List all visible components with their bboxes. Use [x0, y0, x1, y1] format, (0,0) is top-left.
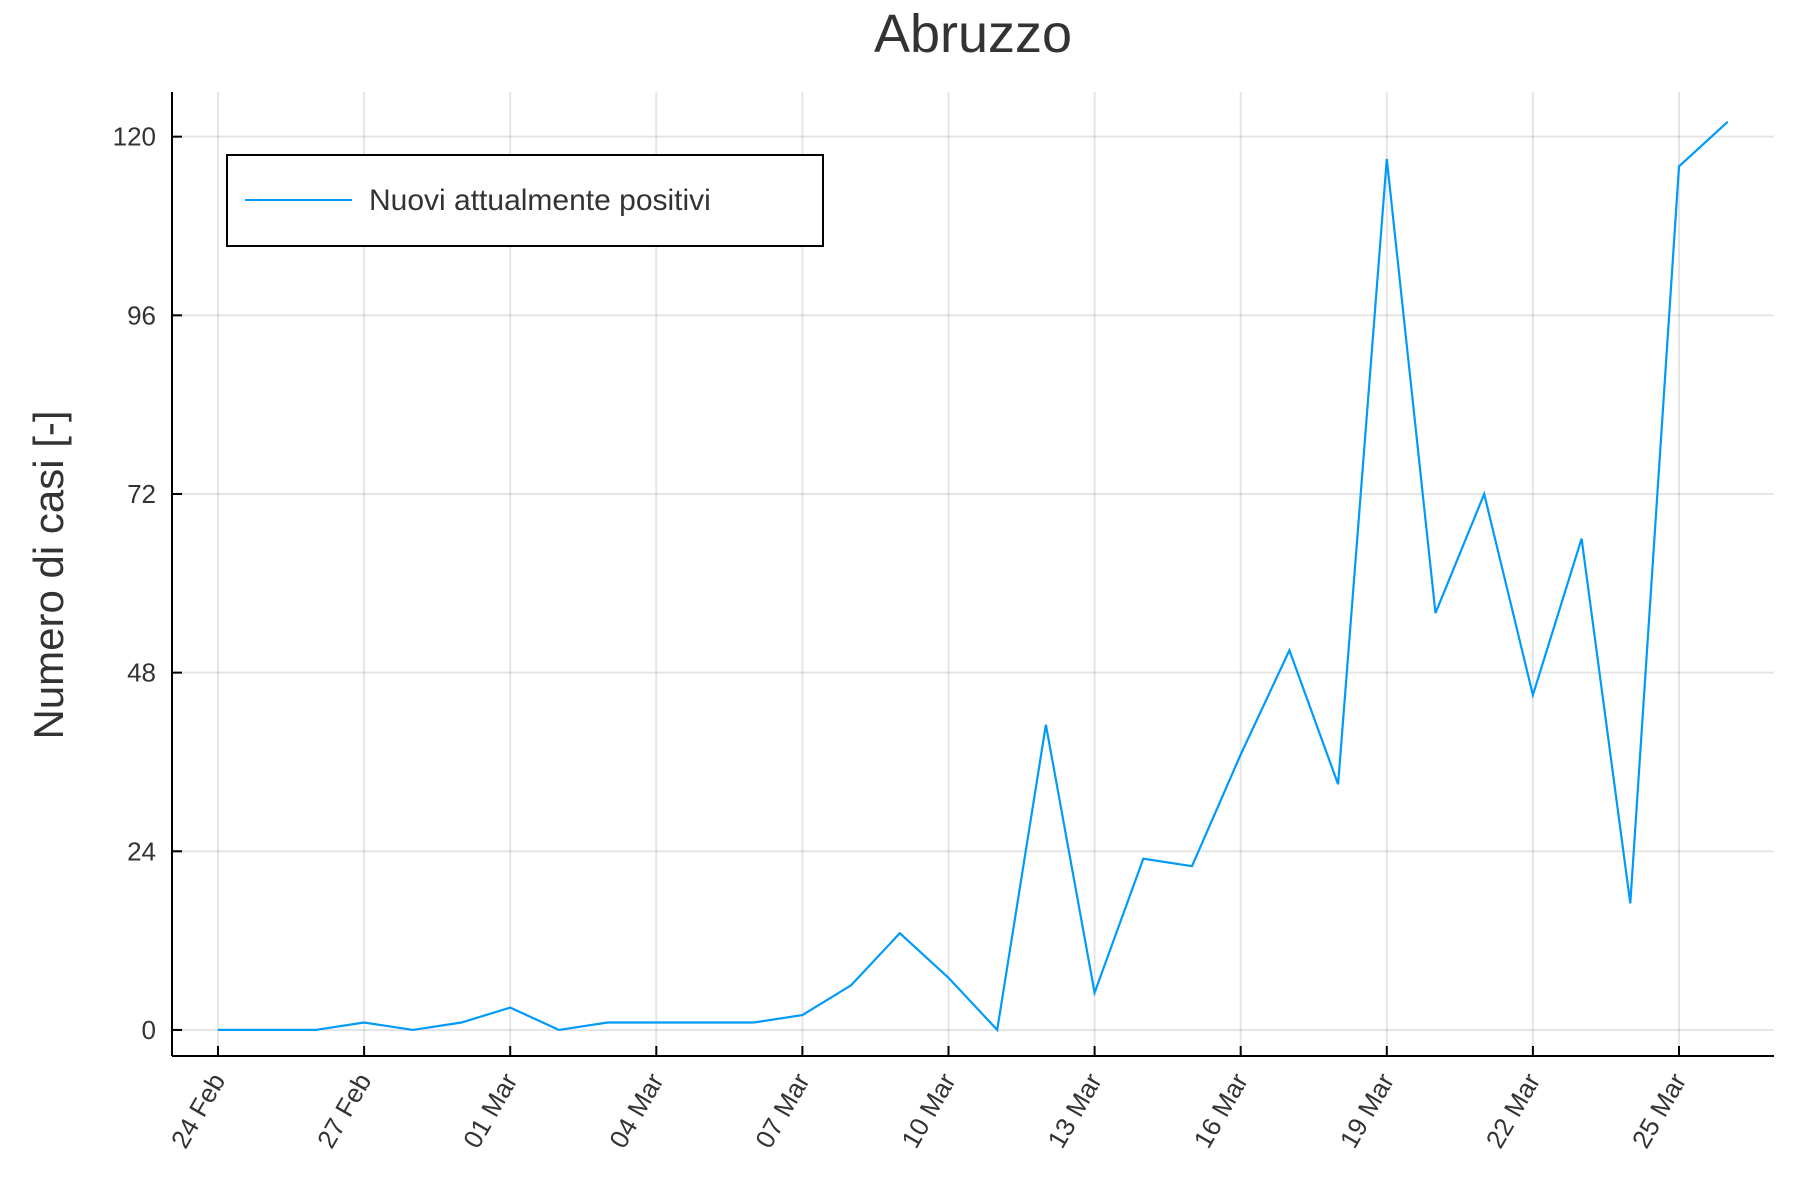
x-axis-ticks: 24 Feb 27 Feb 01 Mar 04 Mar 07 Mar 10 Mar 13 M…	[165, 1046, 1693, 1153]
y-tick-label: 48	[127, 658, 156, 688]
grid-lines	[172, 92, 1774, 1056]
chart-title: Abruzzo	[874, 4, 1072, 64]
legend-entry-label: Nuovi attualmente positivi	[369, 184, 711, 217]
y-axis-label: Numero di casi [-]	[25, 410, 72, 739]
x-tick-label: 22 Mar	[1480, 1068, 1547, 1153]
x-tick-label: 25 Mar	[1626, 1068, 1693, 1153]
series-line-0	[218, 120, 1729, 1033]
x-tick-label: 04 Mar	[603, 1068, 670, 1153]
series-lines	[218, 120, 1729, 1033]
y-tick-label: 0	[142, 1015, 156, 1045]
y-tick-label: 24	[127, 836, 156, 866]
y-tick-label: 72	[127, 479, 156, 509]
x-tick-label: 13 Mar	[1041, 1068, 1108, 1153]
x-tick-label: 27 Feb	[311, 1068, 377, 1153]
x-tick-label: 16 Mar	[1187, 1068, 1254, 1153]
axes	[171, 92, 1774, 1057]
legend: Nuovi attualmente positivi	[226, 154, 824, 247]
x-tick-label: 01 Mar	[457, 1068, 524, 1153]
y-tick-label: 120	[113, 122, 156, 152]
x-tick-label: 10 Mar	[895, 1068, 962, 1153]
y-tick-label: 96	[127, 300, 156, 330]
x-tick-label: 19 Mar	[1334, 1068, 1401, 1153]
y-axis-ticks: 0 24 48 72 96 120	[113, 122, 182, 1045]
x-tick-label: 07 Mar	[749, 1068, 816, 1153]
x-tick-label: 24 Feb	[165, 1068, 231, 1153]
